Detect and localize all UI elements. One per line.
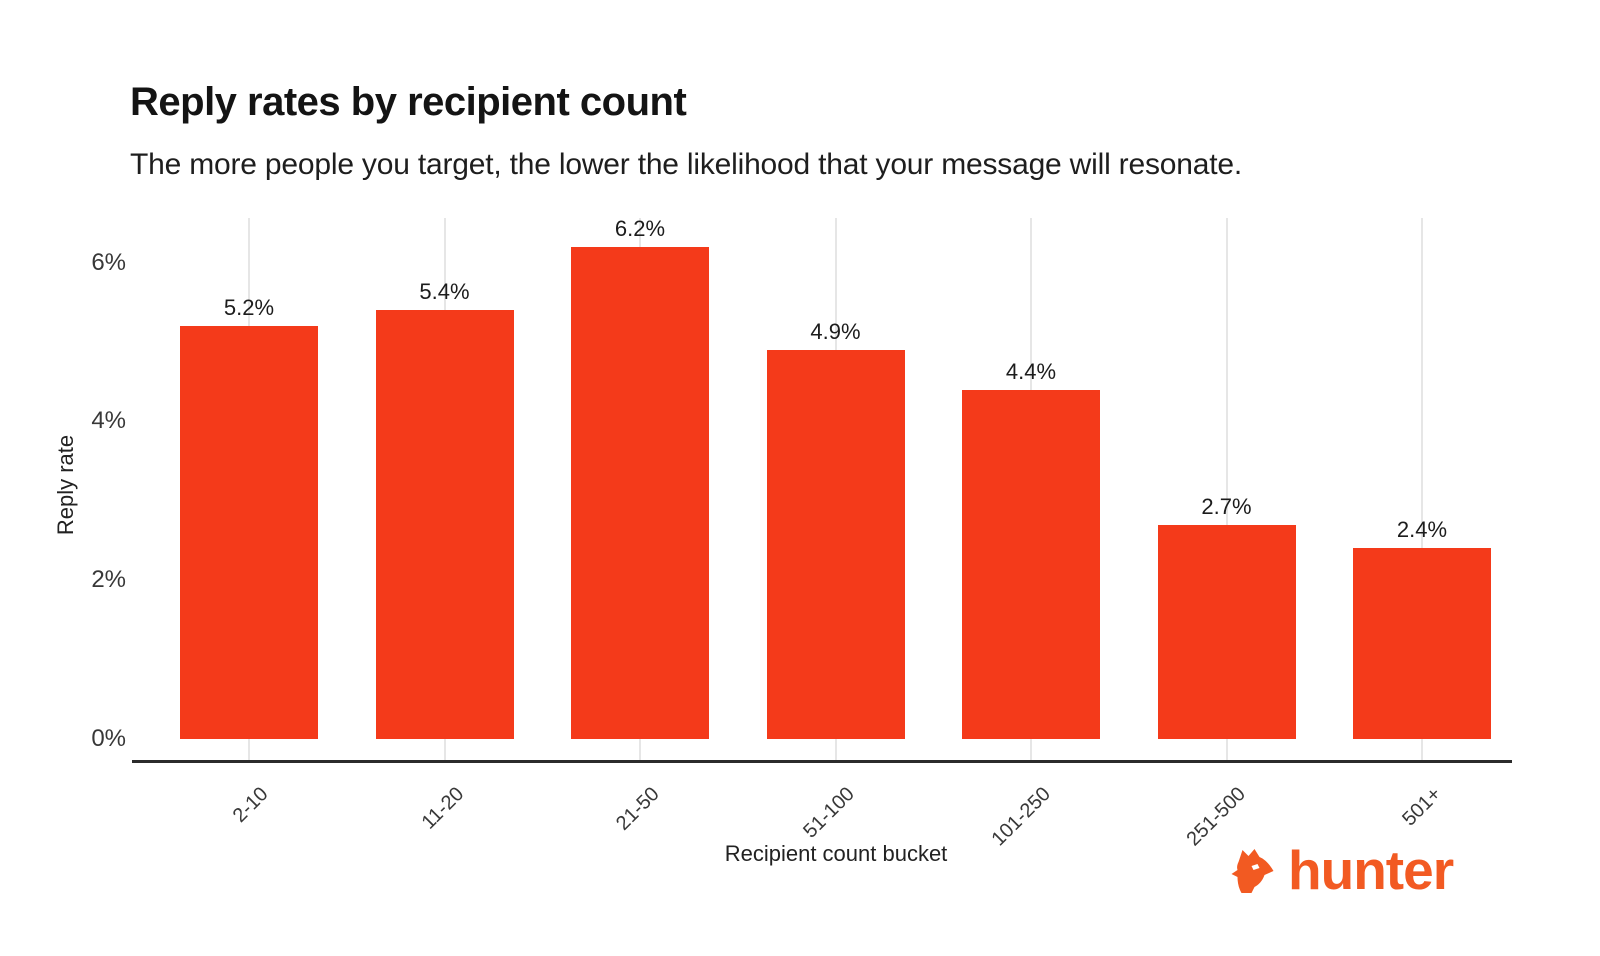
y-tick-label-2%: 2% [91,566,126,594]
y-tick-label-6%: 6% [91,248,126,276]
y-tick-label-4%: 4% [91,407,126,435]
bar-value-label: 4.9% [810,319,861,344]
x-tick-label-251-500: 251-500 [1182,783,1251,851]
bar-value-label: 5.2% [223,295,275,320]
category-gridline [1225,218,1228,760]
bar-11-20 [375,310,514,739]
bar-501+ [1353,548,1491,739]
chart-subtitle: The more people you target, the lower th… [130,148,1242,181]
bar-value-label: 2.4% [1396,517,1448,542]
fox-head-icon [1231,849,1274,893]
bar-value-label: 5.4% [419,279,470,304]
x-tick-label-501+: 501+ [1398,783,1446,831]
bar-value-label: 2.7% [1201,494,1252,519]
bar-2-10 [180,326,318,739]
x-axis-title: Recipient count bucket [724,841,948,866]
x-tick-label-51-100: 51-100 [799,783,860,843]
chart-title: Reply rates by recipient count [130,80,687,124]
y-tick-label-0%: 0% [91,725,126,752]
x-tick-label-101-250: 101-250 [987,783,1055,851]
bar-101-250 [962,390,1100,739]
category-gridline [1421,218,1423,760]
logo-wordmark: hunter [1288,839,1454,901]
bar-51-100 [766,350,905,739]
bar-21-50 [571,247,709,739]
bar-251-500 [1157,525,1296,739]
hunter-logo: hunter [1228,839,1454,901]
bar-value-label: 4.4% [1005,359,1057,384]
bar-value-label: 6.2% [614,216,666,241]
x-tick-label-21-50: 21-50 [611,783,664,835]
x-tick-label-11-20: 11-20 [417,783,469,834]
y-axis-title: Reply rate [53,434,78,536]
x-axis-line [132,760,1512,763]
x-tick-label-2-10: 2-10 [228,783,273,827]
